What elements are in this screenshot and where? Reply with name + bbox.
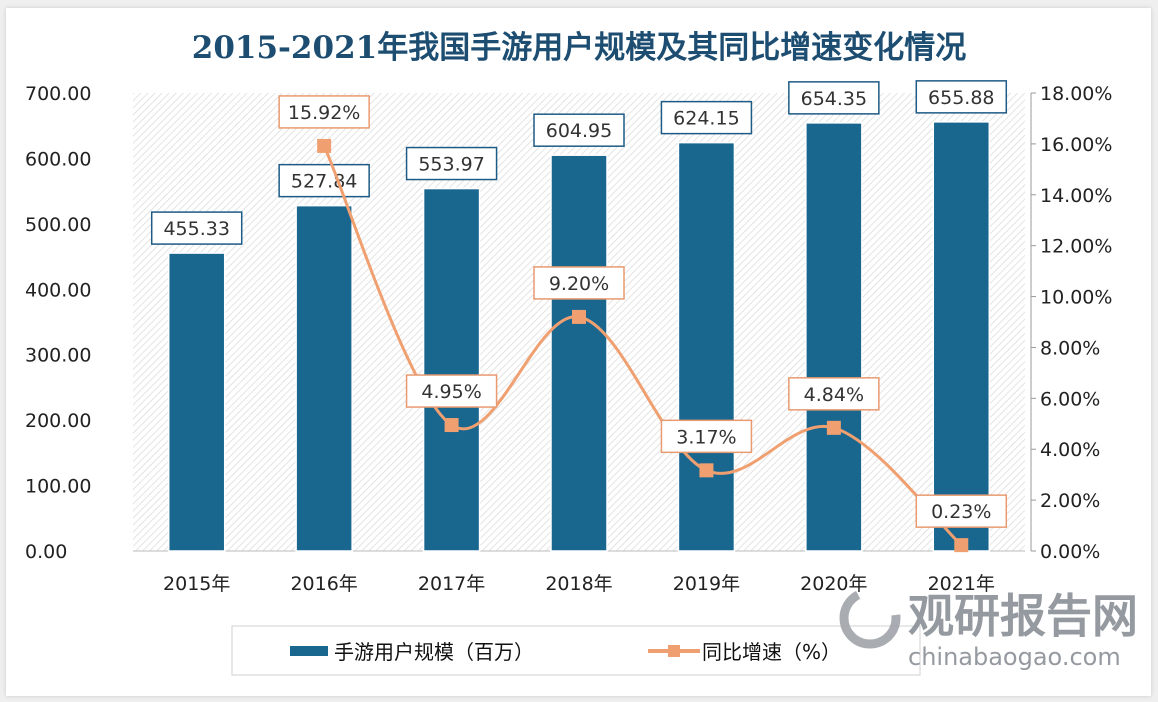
x-tick-label: 2021年 — [928, 573, 995, 595]
bar-data-label: 527.84 — [291, 171, 357, 193]
bar — [422, 187, 481, 552]
bar — [167, 252, 226, 552]
y-left-tick-label: 200.00 — [25, 410, 91, 432]
y-right-tick-label: 4.00% — [1040, 439, 1100, 461]
watermark: 观研报告网 chinabaogao.com — [839, 587, 1138, 671]
growth-marker — [317, 138, 332, 153]
growth-marker — [699, 463, 714, 478]
bar-data-label: 604.95 — [546, 120, 612, 142]
legend-bar-label: 手游用户规模（百万） — [334, 640, 534, 664]
bar-label-box — [278, 163, 370, 198]
line-data-label: 4.95% — [421, 381, 481, 403]
y-right-tick-label: 12.00% — [1040, 236, 1112, 258]
y-right-tick-label: 0.00% — [1040, 541, 1100, 563]
watermark-url: chinabaogao.com — [908, 643, 1121, 671]
y-right-tick-label: 10.00% — [1040, 287, 1112, 309]
bar — [932, 121, 991, 552]
watermark-name: 观研报告网 — [908, 589, 1138, 643]
growth-marker — [572, 309, 586, 324]
y-right-tick-label: 14.00% — [1040, 185, 1112, 207]
bar-data-label: 655.88 — [928, 87, 994, 109]
y-left-tick-label: 100.00 — [25, 476, 91, 498]
line-label-box — [915, 494, 1008, 528]
y-right-tick-label: 18.00% — [1040, 83, 1112, 105]
legend — [231, 625, 921, 676]
y-left-tick-label: 500.00 — [25, 214, 91, 236]
bar — [805, 122, 863, 552]
bar — [550, 154, 608, 552]
line-data-label: 9.20% — [549, 273, 609, 295]
bar-label-box — [150, 211, 243, 245]
x-tick-label: 2016年 — [290, 573, 357, 595]
bar-data-label: 624.15 — [673, 108, 739, 130]
line-data-label: 4.84% — [804, 384, 864, 406]
x-tick-label: 2019年 — [673, 573, 740, 595]
y-left-tick-label: 400.00 — [25, 279, 91, 301]
bar — [295, 204, 353, 552]
legend-line-marker — [668, 645, 680, 657]
bar-label-box — [405, 146, 498, 181]
y-left-tick-label: 300.00 — [25, 345, 91, 367]
legend-bar-swatch — [290, 646, 328, 656]
x-tick-label: 2018年 — [545, 573, 612, 595]
y-left-tick-label: 700.00 — [25, 83, 91, 105]
growth-marker — [954, 538, 969, 553]
bar-label-box — [788, 81, 880, 115]
bar-data-label: 553.97 — [418, 154, 484, 176]
bar-label-box — [533, 113, 625, 147]
line-label-box — [533, 266, 625, 300]
line-label-box — [278, 95, 370, 129]
y-right-tick-label: 8.00% — [1040, 337, 1100, 359]
line-data-label: 15.92% — [288, 102, 360, 124]
line-data-label: 3.17% — [676, 426, 736, 448]
y-right-tick-label: 6.00% — [1040, 388, 1100, 410]
y-left-tick-label: 0.00 — [25, 541, 67, 563]
x-tick-label: 2017年 — [418, 573, 485, 595]
y-right-tick-label: 16.00% — [1040, 134, 1112, 156]
bar — [677, 141, 736, 552]
bar-data-label: 654.35 — [801, 88, 867, 110]
line-label-box — [405, 374, 498, 408]
y-right-tick-label: 2.00% — [1040, 490, 1100, 512]
line-label-box — [660, 419, 753, 454]
x-tick-label: 2020年 — [800, 573, 867, 595]
growth-marker — [444, 418, 459, 433]
bar-data-label: 455.33 — [163, 218, 229, 240]
bar-label-box — [660, 100, 753, 135]
x-tick-label: 2015年 — [163, 573, 230, 595]
bar-label-box — [915, 80, 1008, 114]
legend-line-label: 同比增速（%） — [702, 640, 841, 664]
line-label-box — [788, 377, 880, 411]
line-data-label: 0.23% — [931, 501, 991, 523]
chart-title: 2015-2021年我国手游用户规模及其同比增速变化情况 — [192, 30, 966, 66]
growth-marker — [826, 420, 841, 435]
y-left-tick-label: 600.00 — [25, 148, 91, 170]
